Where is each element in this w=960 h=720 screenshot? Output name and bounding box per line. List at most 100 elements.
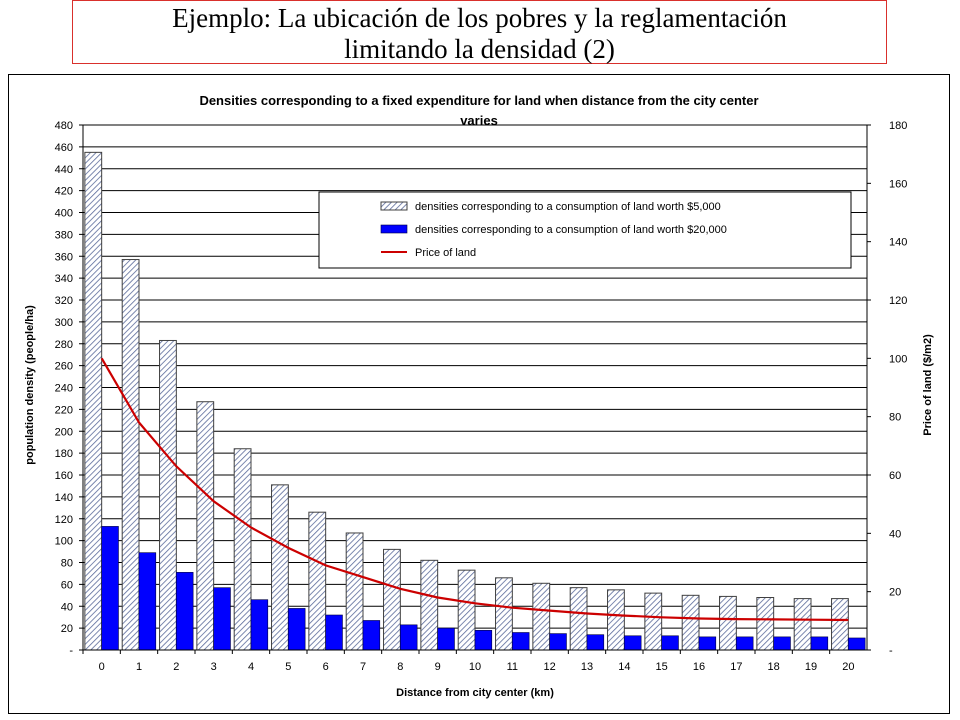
bar-20000-km-19 (810, 636, 829, 651)
bar-20000-km-4 (250, 599, 269, 651)
y-tick-label: 200 (55, 426, 73, 438)
bar-5000-km-20 (831, 598, 849, 651)
bar-20000-km-11 (512, 632, 530, 651)
x-tick-label: 1 (136, 661, 142, 673)
bar-5000-km-12 (532, 582, 551, 651)
y-tick-label: 240 (55, 383, 73, 395)
y-tick-label: 320 (55, 295, 73, 307)
y-tick-label: 460 (55, 142, 73, 154)
bar-20000-km-20 (848, 637, 866, 651)
x-tick-label: 17 (730, 661, 742, 673)
y2-tick-label: - (889, 645, 893, 657)
x-tick-label: 19 (805, 661, 817, 673)
y2-axis-label: Price of land ($/m2) (922, 334, 934, 436)
y-tick-label: 360 (55, 251, 73, 263)
bar-5000-km-6 (308, 511, 327, 651)
bar-20000-km-14 (624, 635, 642, 651)
y2-tick-label: 120 (889, 295, 907, 307)
bar-5000-km-2 (159, 339, 177, 651)
bar-20000-km-8 (400, 624, 418, 651)
bar-20000-km-10 (474, 630, 493, 651)
bar-20000-km-17 (736, 636, 754, 651)
bar-20000-km-13 (586, 634, 605, 651)
x-tick-label: 5 (285, 661, 291, 673)
bar-20000-km-0 (101, 526, 119, 651)
bar-5000-km-16 (681, 594, 700, 651)
bar-20000-km-12 (549, 633, 567, 651)
bar-5000-km-1 (121, 259, 140, 651)
x-tick-label: 3 (211, 661, 217, 673)
chart-title-line-1: Densities corresponding to a fixed expen… (199, 93, 758, 108)
bar-5000-km-5 (271, 484, 289, 651)
y-tick-label: 280 (55, 339, 73, 351)
y-tick-label: 260 (55, 361, 73, 373)
bar-20000-km-9 (437, 627, 455, 651)
y-tick-label: 340 (55, 273, 73, 285)
y2-tick-label: 100 (889, 353, 907, 365)
y-tick-label: 480 (55, 120, 73, 132)
bar-5000-km-17 (719, 595, 737, 651)
x-axis-label: Distance from city center (km) (396, 687, 554, 699)
x-tick-label: 9 (435, 661, 441, 673)
y-tick-label: 100 (55, 536, 73, 548)
bar-5000-km-8 (383, 548, 401, 651)
y2-tick-label: 20 (889, 587, 901, 599)
bar-20000-km-2 (176, 572, 194, 651)
y2-tick-label: 160 (889, 178, 907, 190)
bar-20000-km-5 (288, 608, 306, 651)
x-tick-label: 16 (693, 661, 705, 673)
y-tick-label: 60 (61, 579, 73, 591)
y-tick-label: 400 (55, 208, 73, 220)
x-tick-label: 0 (99, 661, 105, 673)
x-tick-label: 13 (581, 661, 593, 673)
bar-20000-km-7 (362, 620, 381, 651)
bar-5000-km-0 (84, 151, 103, 651)
chart-title-line-2: varies (460, 113, 498, 128)
bar-5000-km-19 (793, 598, 812, 651)
x-tick-label: 20 (842, 661, 854, 673)
y2-tick-label: 80 (889, 412, 901, 424)
x-tick-label: 8 (397, 661, 403, 673)
bar-5000-km-7 (345, 532, 364, 651)
y-tick-label: 140 (55, 492, 73, 504)
y-tick-label: 300 (55, 317, 73, 329)
slide-title: Ejemplo: La ubicación de los pobres y la… (72, 0, 887, 64)
x-tick-label: 11 (507, 661, 518, 673)
y-tick-label: 440 (55, 164, 73, 176)
slide-title-line-1: Ejemplo: La ubicación de los pobres y la… (172, 3, 787, 33)
legend-label-20000: densities corresponding to a consumption… (415, 224, 727, 236)
y-tick-label: 80 (61, 558, 73, 570)
y-tick-label: 220 (55, 404, 73, 416)
bar-5000-km-3 (196, 401, 215, 651)
x-tick-label: 12 (544, 661, 556, 673)
bar-5000-km-14 (607, 589, 625, 651)
bar-5000-km-9 (420, 559, 439, 651)
x-tick-label: 2 (173, 661, 179, 673)
x-tick-label: 4 (248, 661, 254, 673)
x-tick-label: 7 (360, 661, 366, 673)
bar-20000-km-15 (661, 635, 679, 651)
bar-5000-km-15 (644, 592, 663, 651)
y-tick-label: 180 (55, 448, 73, 460)
legend-box (318, 191, 852, 269)
y2-tick-label: 180 (889, 120, 907, 132)
x-tick-label: 6 (323, 661, 329, 673)
legend-label-5000: densities corresponding to a consumption… (415, 201, 721, 213)
bar-5000-km-11 (495, 577, 513, 651)
bar-20000-km-16 (698, 636, 717, 651)
legend-swatch-20000 (380, 224, 408, 234)
bar-5000-km-4 (233, 448, 252, 651)
bar-5000-km-13 (569, 587, 588, 651)
legend-swatch-5000 (380, 201, 408, 211)
chart-svg: Densities corresponding to a fixed expen… (24, 93, 934, 699)
y-axis-label: population density (people/ha) (24, 305, 36, 465)
x-tick-label: 18 (768, 661, 780, 673)
y-tick-label: 420 (55, 186, 73, 198)
y-tick-label: 40 (61, 601, 73, 613)
x-tick-label: 14 (618, 661, 630, 673)
y2-tick-label: 140 (889, 237, 907, 249)
bar-5000-km-18 (756, 597, 775, 651)
chart-frame: Densities corresponding to a fixed expen… (8, 74, 950, 714)
bar-5000-km-10 (457, 569, 476, 651)
price-of-land-line (100, 357, 849, 622)
